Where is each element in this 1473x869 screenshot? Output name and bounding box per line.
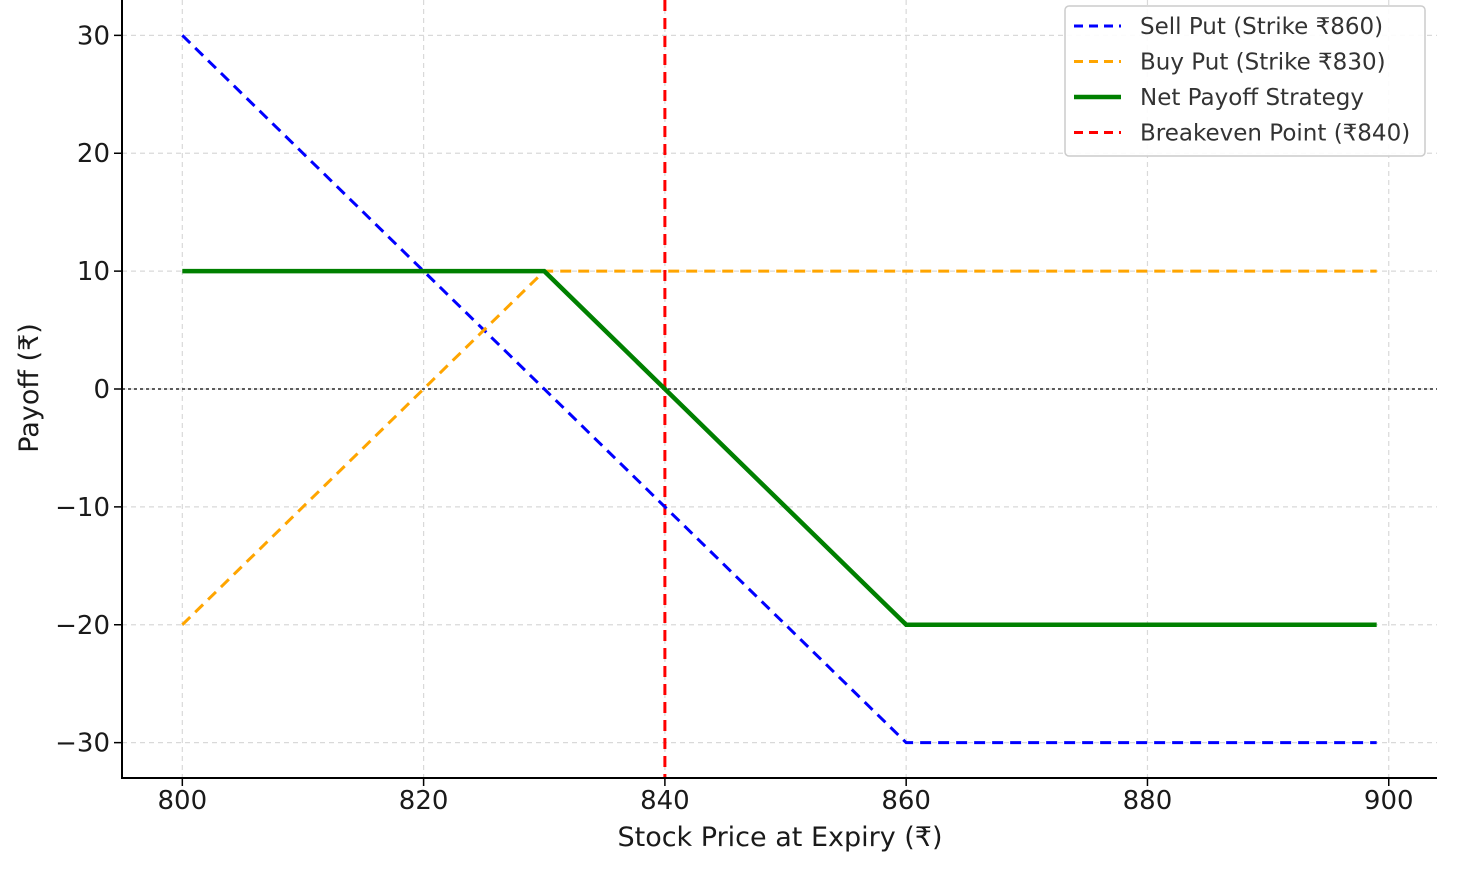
x-tick-label: 880 bbox=[1123, 786, 1173, 816]
x-axis-title: Stock Price at Expiry (₹) bbox=[617, 822, 942, 853]
legend-label: Net Payoff Strategy bbox=[1140, 85, 1364, 111]
y-tick-label: −30 bbox=[55, 729, 110, 759]
y-tick-label: 20 bbox=[77, 139, 110, 169]
buy-put-line bbox=[181, 269, 1377, 626]
x-tick-label: 800 bbox=[158, 786, 208, 816]
y-tick-label: −10 bbox=[55, 493, 110, 523]
net-payoff-line bbox=[182, 268, 1377, 628]
series-lines bbox=[181, 34, 1377, 745]
x-tick-label: 820 bbox=[399, 786, 449, 816]
legend-label: Sell Put (Strike ₹860) bbox=[1140, 14, 1383, 40]
y-tick-label: 30 bbox=[77, 21, 110, 51]
y-tick-label: 10 bbox=[77, 257, 110, 287]
x-ticks: 800 820 840 860 880 900 bbox=[158, 778, 1414, 816]
y-tick-label: 0 bbox=[93, 375, 110, 405]
x-tick-label: 860 bbox=[881, 786, 931, 816]
legend-box bbox=[1064, 5, 1426, 157]
legend-label: Breakeven Point (₹840) bbox=[1140, 121, 1410, 147]
y-ticks: 30 20 10 0 −10 −20 −30 bbox=[55, 21, 122, 759]
y-axis-title: Payoff (₹) bbox=[14, 323, 45, 453]
legend-label: Buy Put (Strike ₹830) bbox=[1140, 50, 1386, 76]
x-tick-label: 840 bbox=[640, 786, 690, 816]
y-tick-label: −20 bbox=[55, 611, 110, 641]
sell-put-line bbox=[181, 34, 1377, 745]
legend: Sell Put (Strike ₹860) Buy Put (Strike ₹8… bbox=[1064, 5, 1426, 157]
x-tick-label: 900 bbox=[1364, 786, 1414, 816]
